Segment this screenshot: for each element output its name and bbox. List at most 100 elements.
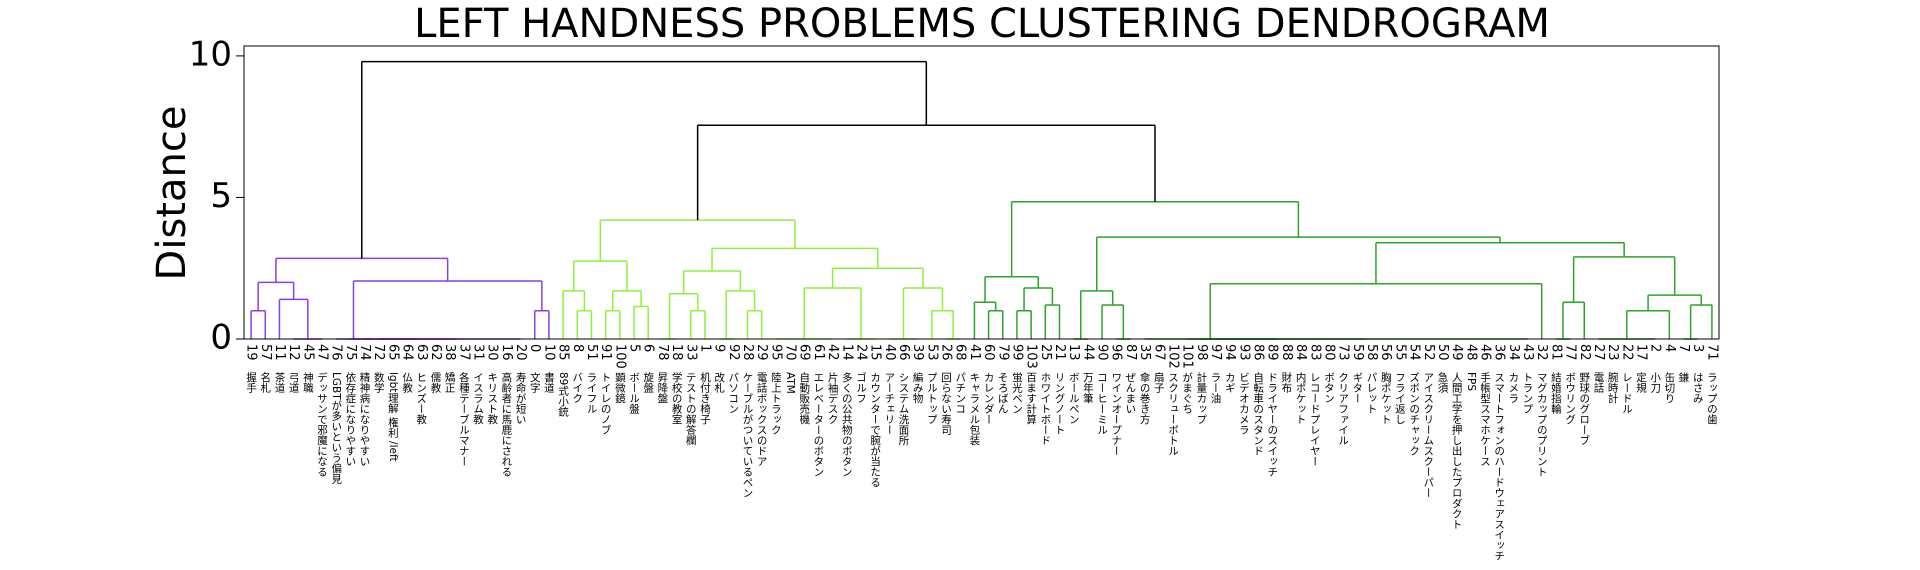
leaf-id: 38 [442,344,457,361]
leaf-label: キャラメル包装 [968,372,980,446]
leaf-id: 52 [1421,344,1436,361]
leaf-id: 27 [1591,344,1606,361]
leaf-id: 24 [853,344,868,361]
leaf-id: 68 [953,344,968,361]
leaf-id: 36 [1492,344,1507,361]
dendrogram-link [572,260,628,291]
leaf-id: 22 [1619,344,1634,361]
leaf-id: 20 [513,344,528,361]
dendrogram-link [361,60,928,259]
leaf-id: 1 [697,344,712,352]
dendrogram-link [1101,304,1125,339]
leaf-id: 43 [1520,344,1535,361]
leaf-id: 17 [1633,344,1648,361]
leaf-id: 103 [1024,344,1039,369]
leaf-id: 47 [315,344,330,361]
leaf-id: 6 [641,344,656,352]
leaf-label: 胸ポケット [1380,371,1392,424]
leaf-id: 48 [1463,344,1478,361]
leaf-label: LGBTが多いという偏見 [330,372,342,484]
leaf-label: アイスクリームスクーパー [1422,372,1434,498]
leaf-label: コーヒーミル [1096,372,1108,435]
leaf-label: 鎌 [1678,371,1690,383]
leaf-label: 数学 [373,371,385,393]
dendrogram-link [562,290,586,339]
leaf-label: イスラム教 [472,372,484,425]
dendrogram-link [690,309,706,339]
dendrogram-link [576,309,593,339]
leaf-label: 財布 [1280,371,1292,394]
leaf-label: ボタン [1323,372,1335,404]
dendrogram-link [984,275,1039,303]
leaf-id: 74 [357,344,372,361]
leaf-id: 91 [598,344,613,361]
leaf-id: 4 [1662,344,1677,352]
dendrogram-link [682,270,742,294]
leaf-label: キリスト教 [486,372,498,425]
leaf-id: 8 [570,344,585,352]
leaf-id: 40 [882,344,897,361]
leaf-id: 29 [754,344,769,361]
leaf-id: 58 [1364,344,1379,361]
leaf-id: 98 [1194,344,1209,361]
leaf-id: 19 [244,344,259,361]
leaf-label: フライ返し [1394,372,1406,425]
leaf-label: ギター [1351,372,1363,404]
leaf-label: 自動販売機 [798,371,810,425]
dendrogram-link [1095,236,1501,291]
leaf-id: 71 [1704,344,1719,361]
leaf-id: 45 [300,344,315,361]
leaf-id: 90 [1095,344,1110,361]
leaf-label: レードル [1621,372,1633,414]
dendrogram-link [987,309,1004,339]
leaf-label: クリアファイル [1337,372,1349,446]
dendrogram-link [1080,290,1114,339]
leaf-label: ドライヤーのスイッチ [1266,372,1278,477]
leaf-label: はさみ [1692,372,1704,404]
leaf-label: lgbt理解 権利 /left [387,372,399,462]
leaf-label: 机付き椅子 [699,371,711,424]
leaf-label: 自転車のスタンド [1252,371,1264,456]
leaf-id: 42 [825,344,840,361]
leaf-id: 100 [612,344,627,369]
leaf-label: リングノート [1054,372,1066,435]
dendrogram-link [599,219,796,262]
leaf-id: 39 [910,344,925,361]
leaf-label: 手帳型スマホケース [1479,371,1491,466]
leaf-id: 76 [329,344,344,361]
leaf-id: 44 [1080,344,1095,361]
leaf-label: 茶道 [273,371,285,393]
leaf-label: 万年筆 [1082,372,1094,404]
leaf-label: アーチェリー [883,372,895,435]
leaf-id: 5 [627,344,642,352]
leaf-id: 95 [768,344,783,361]
leaf-id: 11 [272,344,287,361]
dendrogram-link [612,290,642,311]
leaf-label: 儒教 [429,371,441,394]
leaf-id: 64 [400,344,415,361]
leaf-label: ワインオープナー [1110,372,1122,456]
dendrogram-link [352,280,543,339]
leaf-label: 結婚指輪 [1550,371,1562,415]
chart-title: LEFT HANDNESS PROBLEMS CLUSTERING DENDRO… [414,1,1550,47]
leaf-label: 改札 [713,371,725,394]
leaf-label: 電話 [1592,372,1604,394]
leaf-label: 傘の巻き方 [1139,372,1151,425]
leaf-label: 蛍光ペン [1011,371,1023,414]
leaf-id: 62 [428,344,443,361]
leaf-id: 23 [1605,344,1620,361]
leaf-id: 97 [1208,344,1223,361]
leaf-id: 67 [1151,344,1166,361]
leaf-label: 計量カップ [1195,371,1207,424]
leaf-id: 69 [797,344,812,361]
leaf-label: システム洗面所 [897,372,909,446]
leaf-label: 寿命が短い [515,371,527,424]
leaf-id: 96 [1109,344,1124,361]
leaf-label: 編み物 [912,371,924,404]
leaf-id: 7 [1676,344,1691,352]
leaf-label: エレベーターのボタン [812,372,824,477]
leaf-label: 人間工学を押し出したプロダクト [1451,372,1463,530]
y-tick-label: 5 [210,176,232,216]
leaf-label: 矯正 [444,371,456,393]
